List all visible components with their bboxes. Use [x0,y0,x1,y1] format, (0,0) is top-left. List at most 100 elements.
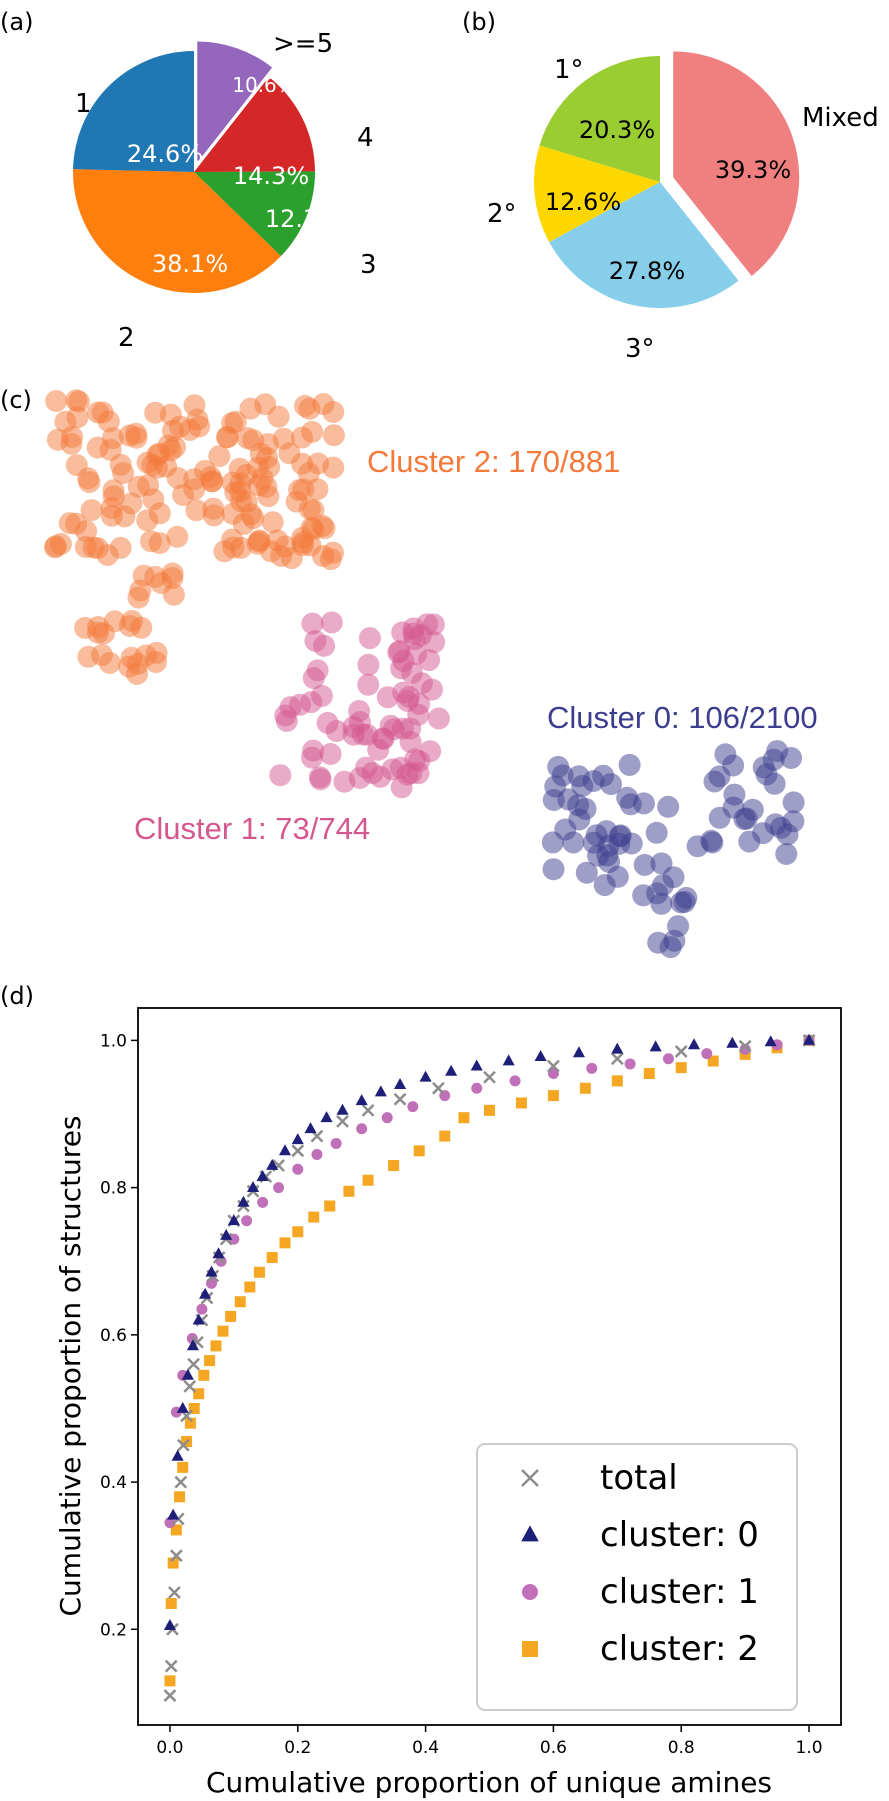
cluster-point [320,611,343,634]
cluster-point [657,795,680,818]
cluster-point [714,743,737,766]
cluster-point [221,502,244,525]
cluster-point [723,783,746,806]
x-tick-label: 0.0 [156,1738,183,1758]
data-point [361,1103,375,1117]
data-point [212,1247,225,1259]
data-point [184,1417,196,1429]
cluster-point [382,718,405,741]
cluster-point [547,755,570,778]
data-point [241,1215,253,1227]
data-point [687,1038,701,1050]
cluster-point [267,405,290,428]
cluster-point [381,758,404,781]
data-point [343,1185,355,1197]
cluster-point [61,425,84,448]
y-tick-label: 0.4 [100,1473,127,1493]
cluster-point [700,829,723,852]
cluster-point [228,457,251,480]
cluster-point [166,525,189,548]
data-point [324,1200,336,1212]
pie-a-slice-2 [194,171,315,257]
cluster-point [427,707,450,730]
cluster-point [275,709,298,732]
cluster-point [571,775,594,797]
cluster-point [633,853,656,876]
cluster-point [708,806,731,829]
cluster-point [280,547,303,570]
cluster-point [322,401,345,423]
data-point [165,1598,177,1610]
cluster-point [309,768,332,791]
x-tick-label: 1.0 [796,1738,823,1758]
pie-a-category-5plus: >=5 [273,29,333,59]
data-point [170,1524,182,1536]
cluster-point [554,818,577,841]
cluster-point [194,459,216,482]
cluster-point [186,408,209,431]
cluster-point [407,703,430,726]
cluster-point [322,456,345,479]
data-point [198,1369,210,1381]
data-point [163,1689,177,1702]
data-point [192,1313,205,1325]
cluster-point [159,439,182,462]
data-point [502,1054,515,1066]
legend: total cluster: 0 cluster: 1 cluster: 2 [476,1443,798,1711]
y-tick-label: 0.8 [100,1179,127,1199]
cluster-2-label: Cluster 2: 170/881 [367,444,620,479]
cluster-point [45,390,68,412]
y-tick-label: 1.0 [100,1031,127,1051]
cluster-point [357,673,380,696]
cluster-point [300,691,323,714]
legend-box [476,1443,798,1711]
data-point [169,1549,183,1563]
data-point [253,1266,265,1278]
cluster-point [140,530,162,553]
cluster-point [301,612,324,635]
data-point [176,1438,190,1452]
data-point [509,1075,521,1087]
cluster-point [764,813,787,836]
cluster-point [202,504,225,527]
data-point [234,1296,246,1308]
data-point [458,1112,470,1124]
cluster-point [775,843,798,865]
cluster-point [248,530,271,553]
cluster-point [236,427,259,450]
panel-label-c: (c) [0,386,32,414]
cluster-point [142,488,165,511]
cluster-point [302,739,325,762]
data-point [320,1111,333,1123]
data-point [355,1094,368,1106]
data-point [483,1070,496,1084]
data-point [611,1075,623,1087]
data-point [572,1046,586,1058]
cluster-point [312,545,334,567]
data-point [610,1052,624,1066]
data-point [304,1122,317,1134]
pie-chart-b: Mixed 3° 2° 1° 39.3% 27.8% 12.6% 20.3% [487,51,879,364]
pie-a-value-1: 24.6% [127,140,203,168]
data-point [308,1211,320,1223]
data-point [484,1104,495,1116]
cluster-point [90,643,113,666]
cluster-point [542,789,565,811]
data-point [407,1101,419,1113]
cluster-point [319,743,342,765]
data-point [726,1036,739,1048]
pie-a-value-4: 14.3% [233,162,309,190]
pie-b-slice-0 [673,51,800,276]
cluster-point [422,613,445,636]
cluster-point [109,536,132,559]
data-point [674,1045,688,1058]
pie-b-category-1: 1° [554,55,584,85]
cluster-point [185,499,208,522]
data-point [193,1388,205,1400]
data-point [470,1059,483,1071]
cluster-scatter: Cluster 2: 170/881 Cluster 1: 73/744 Clu… [44,389,818,959]
data-point [188,1402,200,1414]
cluster-point [65,512,88,535]
data-point [624,1058,636,1070]
cluster-point [596,844,619,867]
